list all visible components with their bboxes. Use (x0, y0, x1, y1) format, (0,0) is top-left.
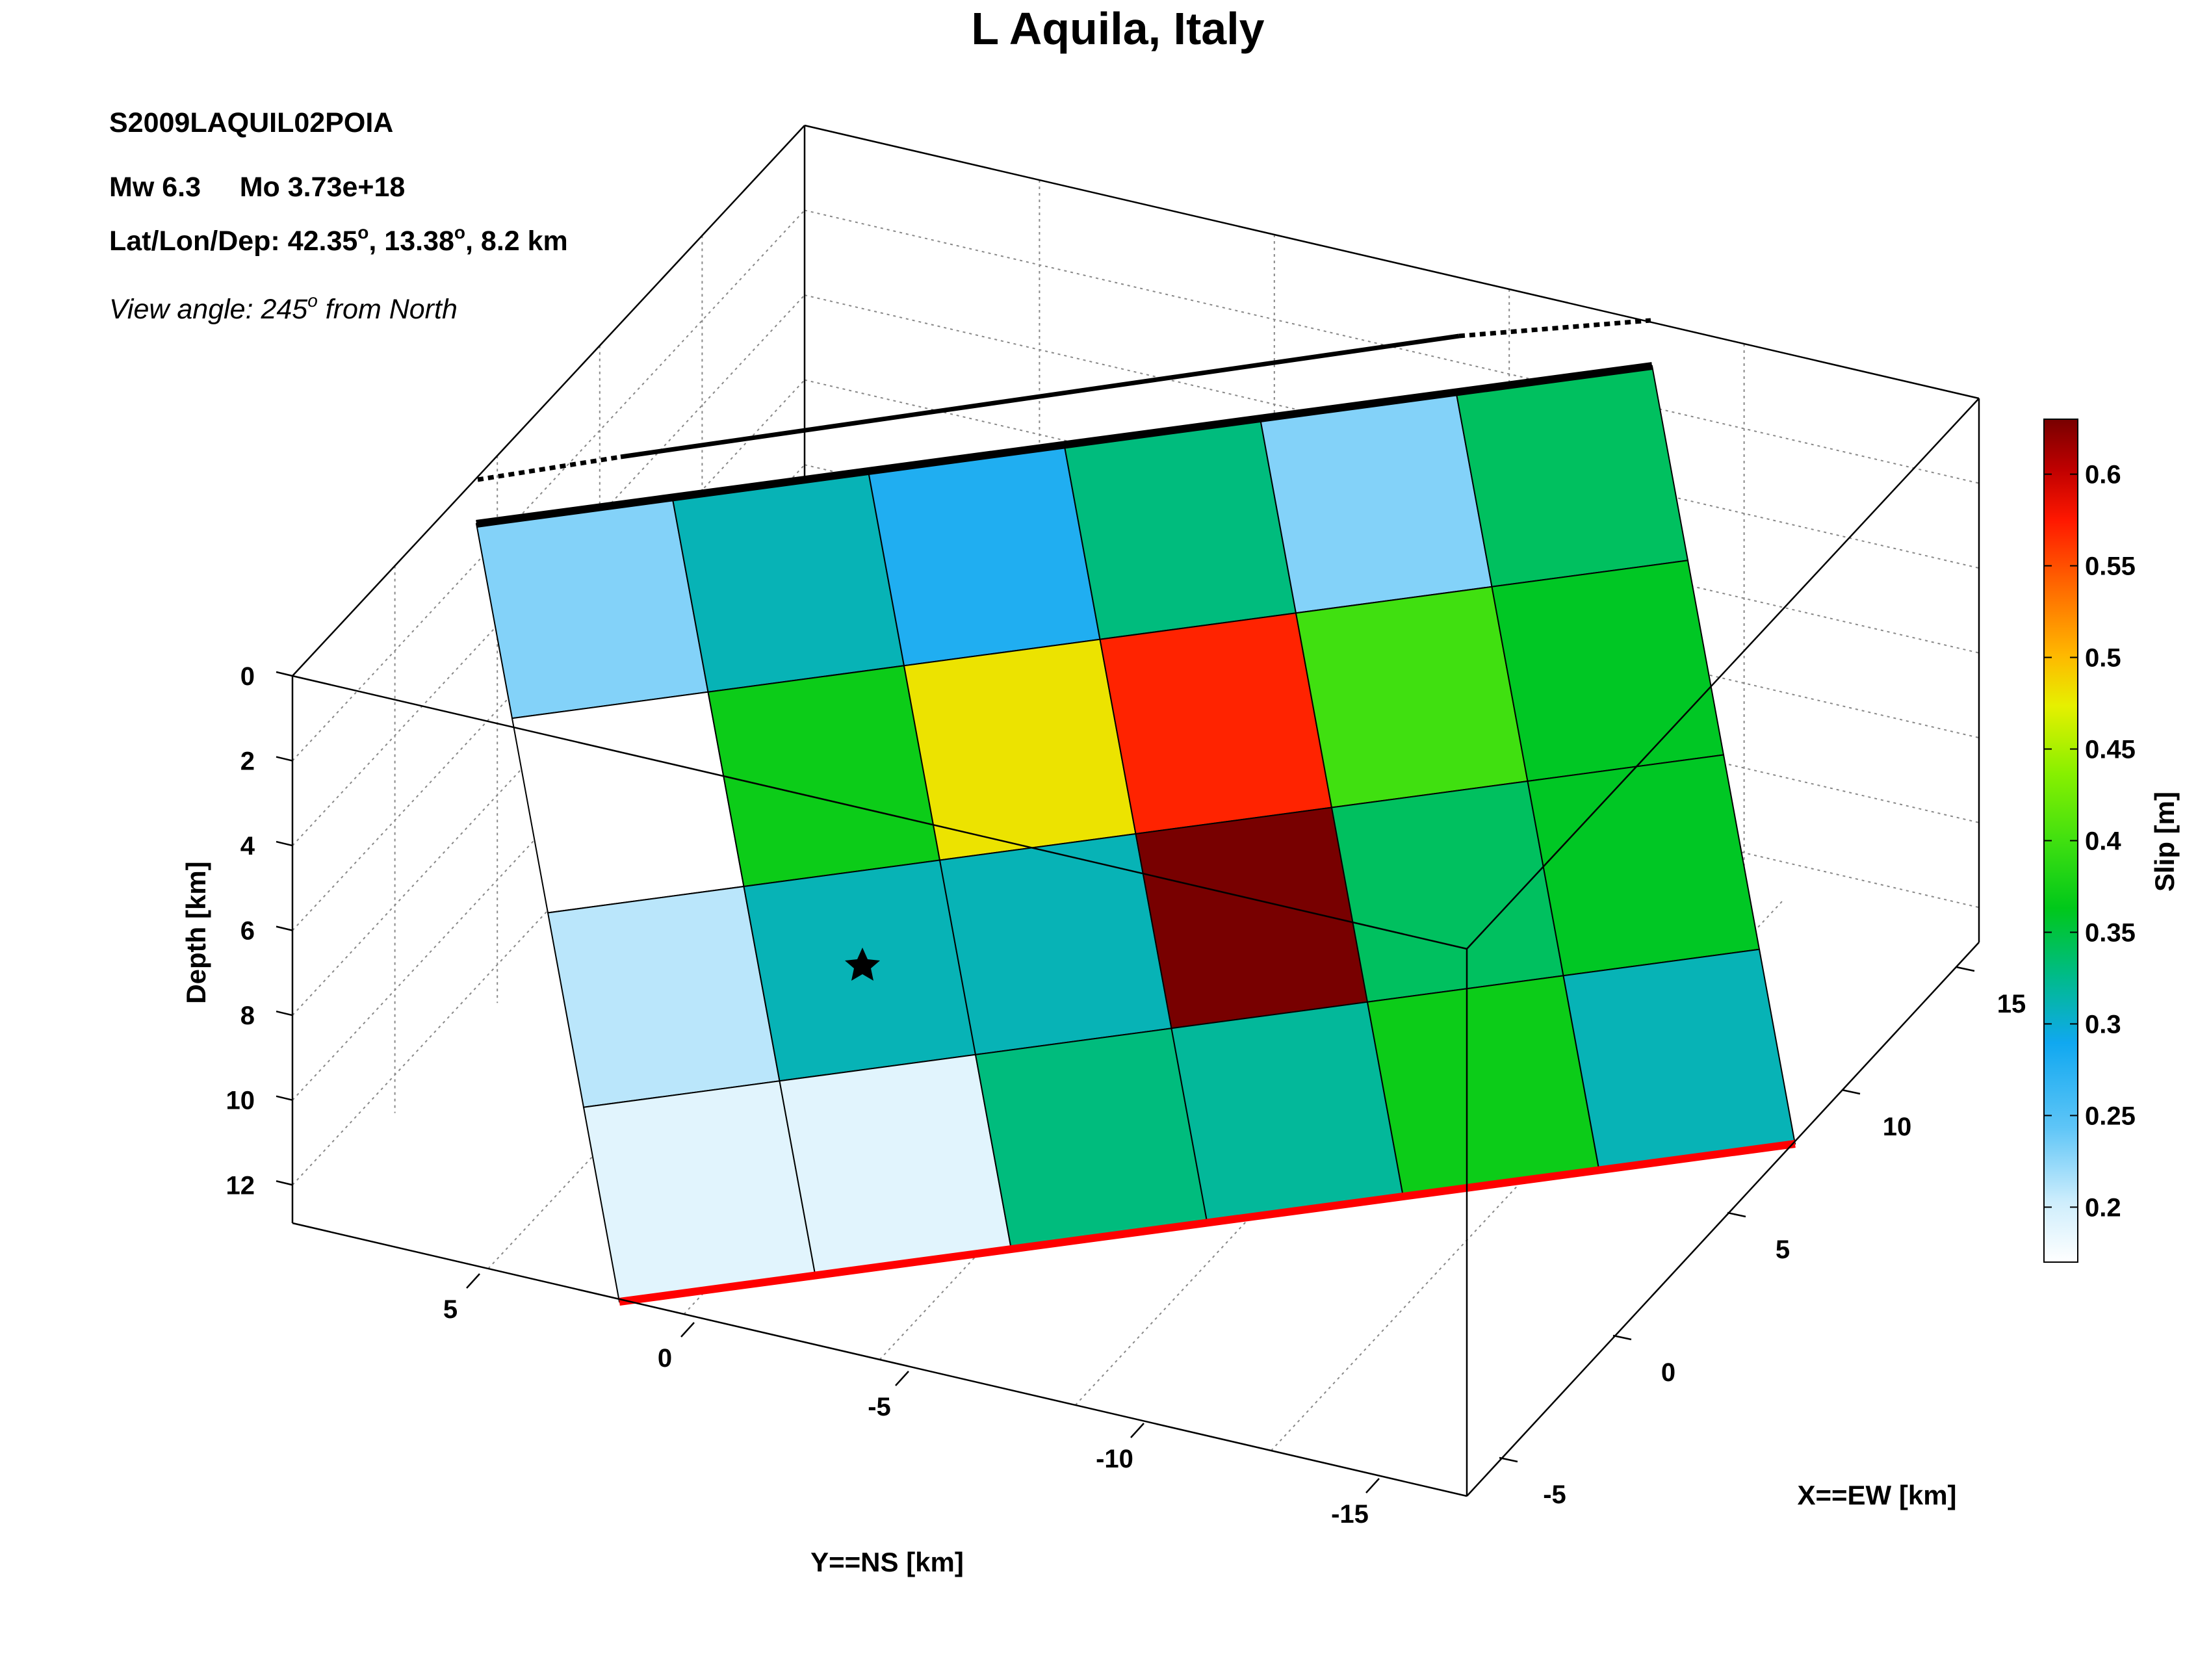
slip-patch (938, 833, 1172, 1055)
slip-patch (1259, 391, 1493, 614)
hypocenter-star-icon (845, 948, 880, 981)
colorbar-tick-label: 0.5 (2085, 644, 2121, 673)
ew-tick-label: 0 (1661, 1358, 1675, 1387)
slip-patch (779, 1053, 1013, 1276)
slip-patch (974, 1027, 1208, 1250)
depth-tick-label: 12 (226, 1171, 255, 1200)
view-angle-line: View angle: 245o from North (109, 291, 458, 325)
ns-tick-label: -10 (1096, 1445, 1133, 1473)
colorbar-tick-label: 0.6 (2085, 461, 2121, 489)
slip-patches (475, 365, 1796, 1303)
box-back-edges (291, 124, 1980, 1223)
fault-surface-trace (477, 318, 1651, 482)
colorbar-tick-label: 0.45 (2085, 736, 2136, 764)
depth-tick-label: 4 (240, 832, 255, 860)
ns-tick-labels: 5 0 -5 -10 -15 (443, 1295, 1369, 1529)
fault-bottom-edge (619, 1140, 1796, 1306)
box-front-edges (292, 398, 1980, 1497)
depth-tick-labels: 0 2 4 6 8 10 12 (226, 662, 255, 1200)
slip-patch (1295, 586, 1529, 808)
slip-patch (547, 885, 781, 1108)
ns-tick-label: -5 (868, 1393, 891, 1421)
y-axis-label: Y==NS [km] (810, 1547, 964, 1577)
slip-patch (1063, 417, 1297, 640)
z-axis-label: Depth [km] (181, 861, 211, 1003)
slip-patch (1366, 975, 1600, 1198)
depth-tick-label: 10 (226, 1087, 255, 1115)
x-axis-label: X==EW [km] (1797, 1480, 1956, 1510)
colorbar-tick-labels: 0.6 0.55 0.5 0.45 0.4 0.35 0.3 0.25 0.2 (2085, 461, 2136, 1222)
slip-patch (1491, 560, 1725, 782)
colorbar-tick-label: 0.4 (2085, 827, 2121, 856)
slip-patch (582, 1080, 816, 1303)
slip-patch (1527, 754, 1761, 977)
slip-patch (1562, 948, 1796, 1171)
colorbar-tick-label: 0.35 (2085, 918, 2136, 947)
colorbar-tick-label: 0.25 (2085, 1102, 2136, 1130)
axis-ticks (276, 671, 1975, 1493)
colorbar-label: Slip [m] (2149, 792, 2180, 892)
colorbar-tick-label: 0.2 (2085, 1193, 2121, 1222)
slip-patch (707, 665, 941, 888)
ns-tick-label: 0 (658, 1344, 672, 1373)
ew-tick-labels: 15 10 5 0 -5 (1543, 990, 2026, 1509)
magnitude-line: Mw 6.3 Mo 3.73e+18 (109, 172, 405, 203)
slip-patch (511, 691, 745, 914)
fault-top-edge (476, 362, 1653, 528)
colorbar-ticks (2044, 473, 2078, 1208)
depth-tick-label: 8 (240, 1002, 255, 1030)
depth-tick-label: 6 (240, 917, 255, 946)
depth-tick-label: 0 (240, 662, 255, 691)
chart-title: L Aquila, Italy (971, 3, 1264, 54)
slip-patch (1330, 780, 1564, 1003)
ns-tick-label: -15 (1331, 1500, 1369, 1529)
ew-tick-label: -5 (1543, 1480, 1566, 1509)
ew-tick-label: 10 (1883, 1113, 1912, 1141)
slip-patch (867, 444, 1101, 667)
ew-tick-label: 15 (1997, 990, 2026, 1018)
colorbar-tick-label: 0.55 (2085, 552, 2136, 581)
ew-tick-label: 5 (1776, 1235, 1790, 1264)
location-line: Lat/Lon/Dep: 42.35o, 13.38o, 8.2 km (109, 222, 568, 257)
ns-tick-label: 5 (443, 1295, 458, 1324)
event-id: S2009LAQUIL02POIA (109, 107, 393, 138)
slip-patch (1170, 1001, 1404, 1224)
slip-patch (475, 497, 709, 719)
depth-tick-label: 2 (240, 747, 255, 776)
colorbar-tick-label: 0.3 (2085, 1010, 2121, 1039)
slip-patch (903, 638, 1137, 861)
slip-patch (1455, 365, 1689, 588)
slip-patch (1099, 612, 1333, 835)
slip-patch (671, 470, 905, 693)
